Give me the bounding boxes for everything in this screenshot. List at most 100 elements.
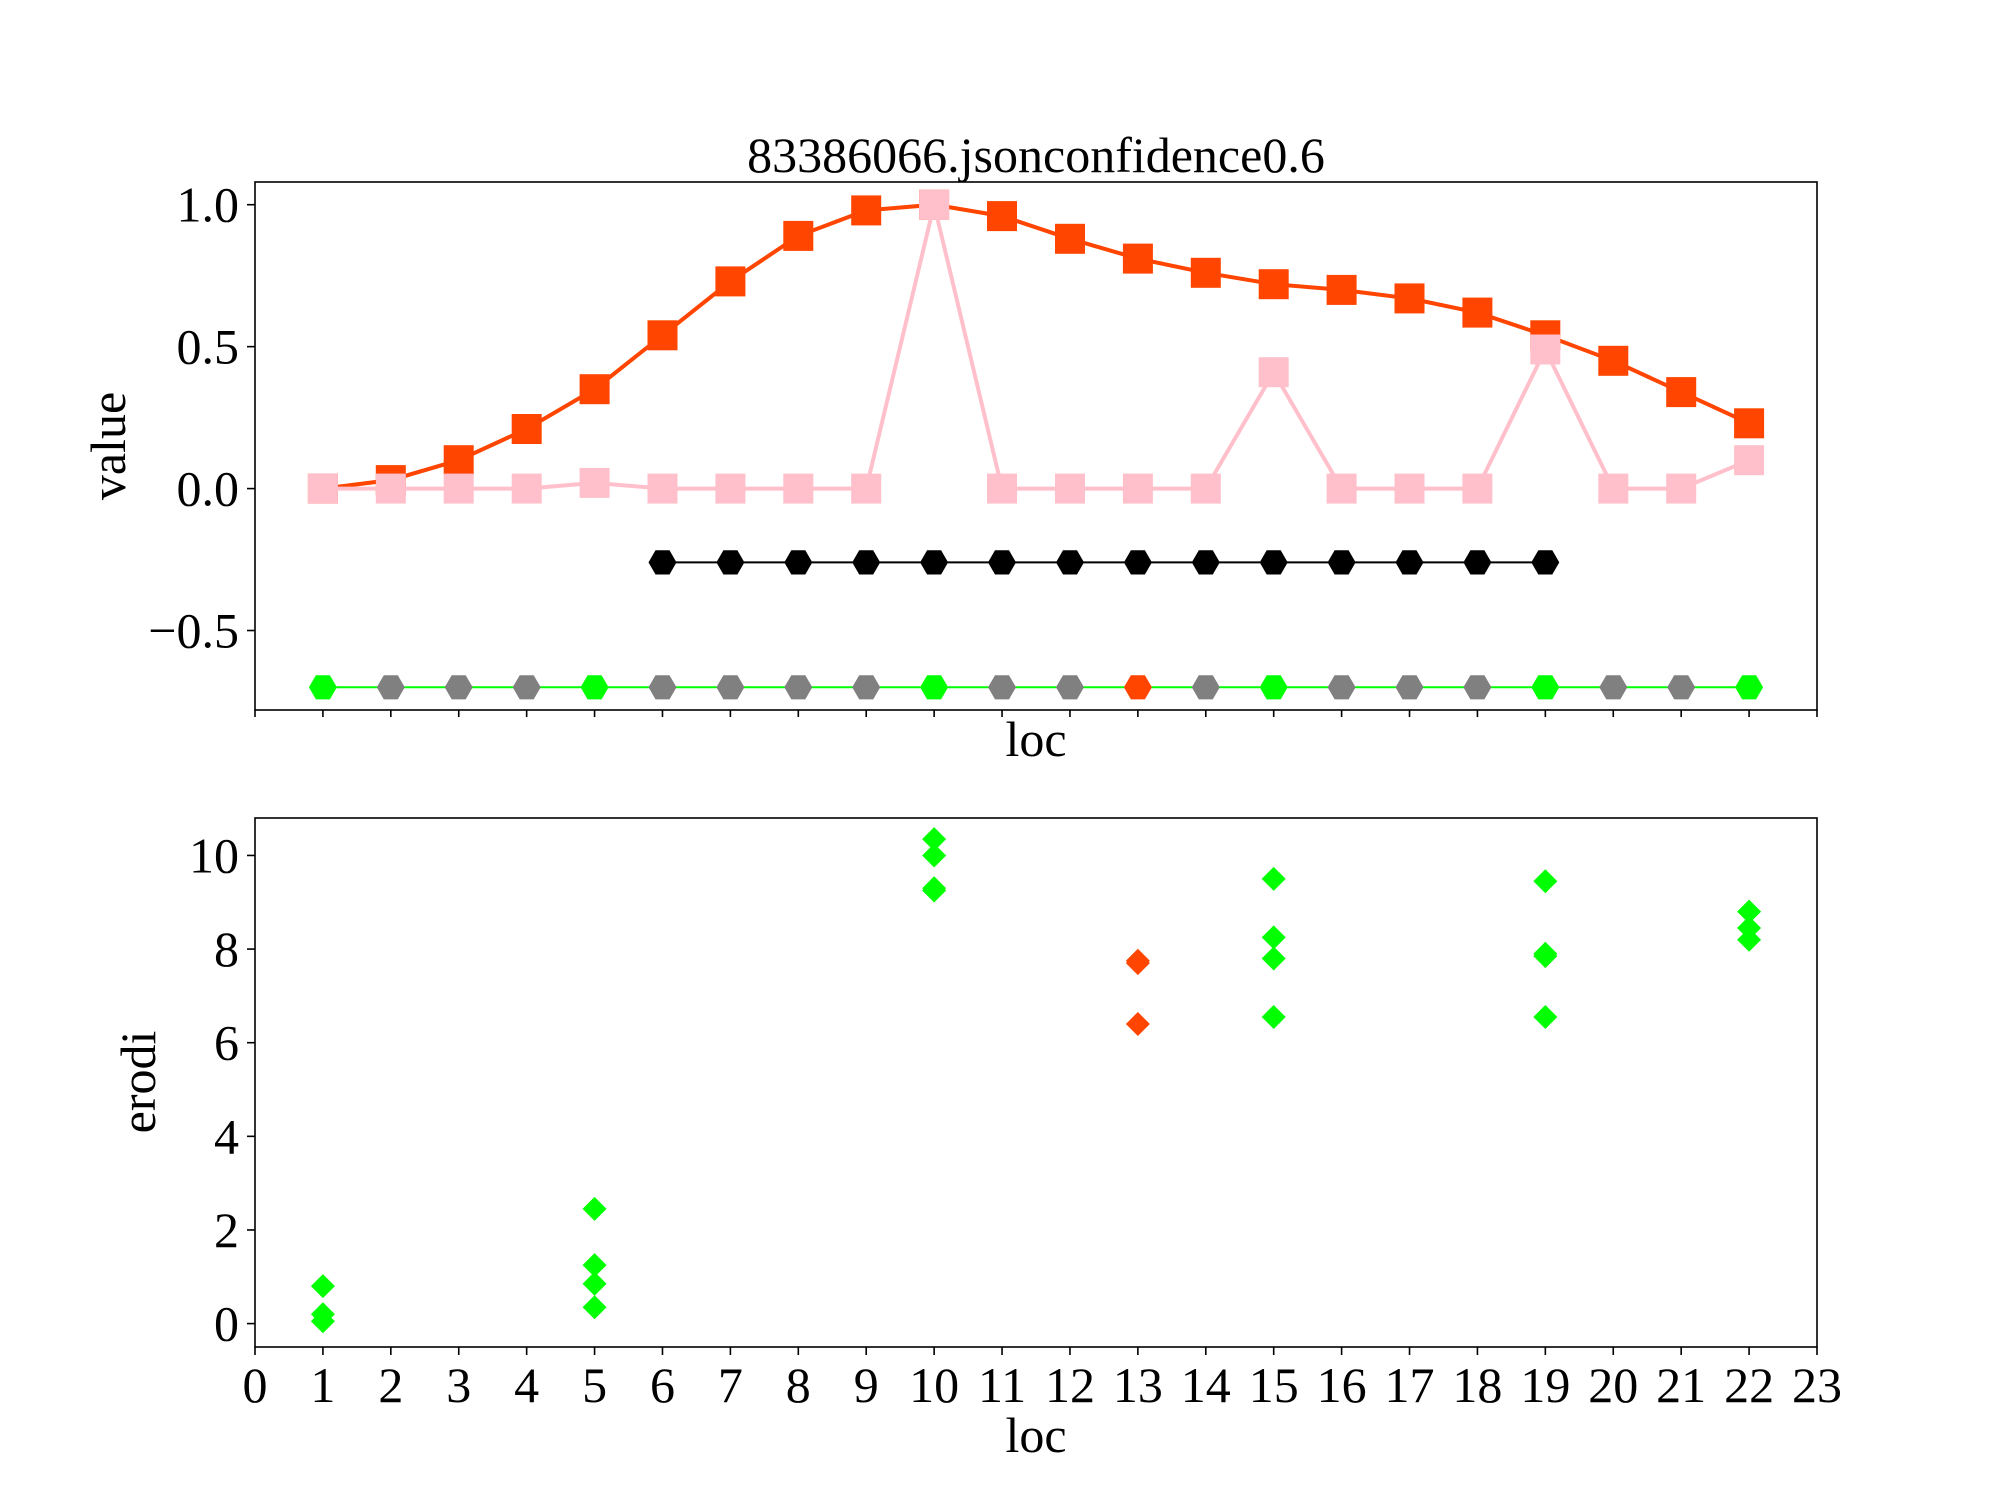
top-x-axis-label: loc xyxy=(1005,711,1066,767)
bottom-series-0-point xyxy=(582,1271,607,1296)
top-series-3-point xyxy=(1735,675,1764,700)
bottom-series-0-point xyxy=(1533,944,1558,969)
bottom-x-tick-label: 23 xyxy=(1792,1357,1842,1413)
bottom-series-0-point xyxy=(1737,899,1762,924)
bottom-series-0-point xyxy=(582,1196,607,1221)
top-series-3 xyxy=(308,675,1764,700)
top-series-3-point xyxy=(988,675,1016,700)
top-series-0-point xyxy=(1190,257,1221,288)
bottom-series-0-point xyxy=(1533,869,1558,894)
top-series-3-point xyxy=(512,675,541,700)
top-series-1-point xyxy=(443,473,474,504)
top-series-3-point xyxy=(1327,675,1356,700)
top-series-3-point xyxy=(1191,675,1220,700)
bottom-x-ticks: 0 1 2 3 4 5 6 7 8 9 10 11 12 13 14 15 16 17 18 19 20 21 22 23 xyxy=(243,1347,1842,1413)
top-series-2-point xyxy=(1191,550,1220,575)
top-series-2-point xyxy=(1056,550,1084,575)
top-series-2-point xyxy=(1327,550,1356,575)
bottom-x-tick-label: 9 xyxy=(854,1357,879,1413)
top-series-0-point xyxy=(715,266,746,297)
bottom-y-tick-label: 8 xyxy=(214,921,239,977)
bottom-x-tick-label: 12 xyxy=(1045,1357,1095,1413)
bottom-y-tick-label: 0 xyxy=(214,1296,239,1352)
top-series-1-point xyxy=(647,473,678,504)
top-series-1-point xyxy=(1055,473,1085,504)
bottom-series-0-point xyxy=(1533,1004,1558,1029)
top-series-2-point xyxy=(920,550,949,575)
bottom-series-0-point xyxy=(1261,946,1286,971)
top-series-1 xyxy=(307,189,1765,504)
bottom-series-0-point xyxy=(922,843,947,868)
bottom-series-0-point xyxy=(1261,925,1286,950)
bottom-series-0 xyxy=(310,827,1762,1334)
bottom-series-0-point xyxy=(922,827,947,852)
bottom-series-0-point xyxy=(1261,1004,1286,1029)
bottom-series-0-point xyxy=(582,1253,607,1278)
bottom-x-tick-label: 18 xyxy=(1452,1357,1502,1413)
top-series-2 xyxy=(648,550,1560,575)
top-series-3-point xyxy=(1395,675,1424,700)
bottom-series-1 xyxy=(1125,948,1150,1036)
top-y-tick-label: 0.5 xyxy=(177,319,240,375)
top-series-3-point xyxy=(1259,675,1288,700)
top-series-0-point xyxy=(851,195,882,226)
top-series-1-point xyxy=(1598,473,1629,504)
bottom-series-0-point xyxy=(310,1309,335,1334)
top-series-2-point xyxy=(1395,550,1424,575)
top-series-1-point xyxy=(1394,473,1425,504)
top-series-1-point xyxy=(1326,473,1357,504)
top-series-3-point xyxy=(1123,675,1152,700)
top-series-1-point xyxy=(1462,473,1493,504)
bottom-x-tick-label: 4 xyxy=(514,1357,539,1413)
top-series-0-point xyxy=(579,374,610,405)
top-series-1-point xyxy=(579,467,610,498)
top-series-3-point xyxy=(1667,675,1696,700)
top-series-2-point xyxy=(988,550,1016,575)
top-series-3-point xyxy=(308,675,337,700)
top-series-3-point xyxy=(716,675,745,700)
top-series-0-point xyxy=(443,445,474,476)
bottom-x-tick-label: 7 xyxy=(718,1357,743,1413)
top-panel: −0.5 0.0 0.5 1.0 83386066.jsonconfidence0.6… xyxy=(80,127,1818,767)
top-x-ticks xyxy=(254,710,1818,717)
top-series-3-point xyxy=(376,675,405,700)
top-series-2-point xyxy=(1531,550,1560,575)
top-series-2-point xyxy=(1259,550,1288,575)
top-series-1-point xyxy=(919,189,950,220)
bottom-series-1-point xyxy=(1125,1011,1150,1036)
top-series-1-point xyxy=(715,473,746,504)
bottom-x-tick-label: 11 xyxy=(978,1357,1026,1413)
bottom-series-0-point xyxy=(922,878,947,903)
top-series-3-point xyxy=(1463,675,1492,700)
bottom-y-tick-label: 6 xyxy=(214,1015,239,1071)
bottom-x-tick-label: 5 xyxy=(582,1357,607,1413)
top-series-3-point xyxy=(580,675,609,700)
bottom-y-axis-label: erodi xyxy=(110,1031,166,1134)
top-series-3-point xyxy=(852,675,881,700)
chart-title: 83386066.jsonconfidence0.6 xyxy=(747,127,1325,183)
top-series-2-point xyxy=(852,550,881,575)
bottom-series-0-point xyxy=(1737,927,1762,952)
top-series-3-point xyxy=(648,675,677,700)
top-series-2-point xyxy=(1463,550,1492,575)
top-series-0-point xyxy=(1326,274,1357,305)
bottom-x-tick-label: 17 xyxy=(1385,1357,1435,1413)
top-series-0-line xyxy=(322,202,1750,491)
top-series-0-point xyxy=(1462,297,1493,328)
bottom-x-tick-label: 10 xyxy=(909,1357,959,1413)
top-series-1-point xyxy=(1190,473,1221,504)
top-series-0-point xyxy=(1394,283,1425,314)
bottom-series-0-point xyxy=(310,1274,335,1299)
top-series-1-point xyxy=(1122,473,1153,504)
top-panel-frame xyxy=(254,181,1818,711)
bottom-x-axis-label: loc xyxy=(1005,1407,1066,1463)
top-series-3-point xyxy=(1531,675,1560,700)
top-series-1-point xyxy=(1666,473,1697,504)
top-series-2-point xyxy=(648,550,677,575)
bottom-x-tick-label: 21 xyxy=(1656,1357,1706,1413)
bottom-x-tick-label: 19 xyxy=(1520,1357,1570,1413)
top-series-0-point xyxy=(783,220,814,251)
